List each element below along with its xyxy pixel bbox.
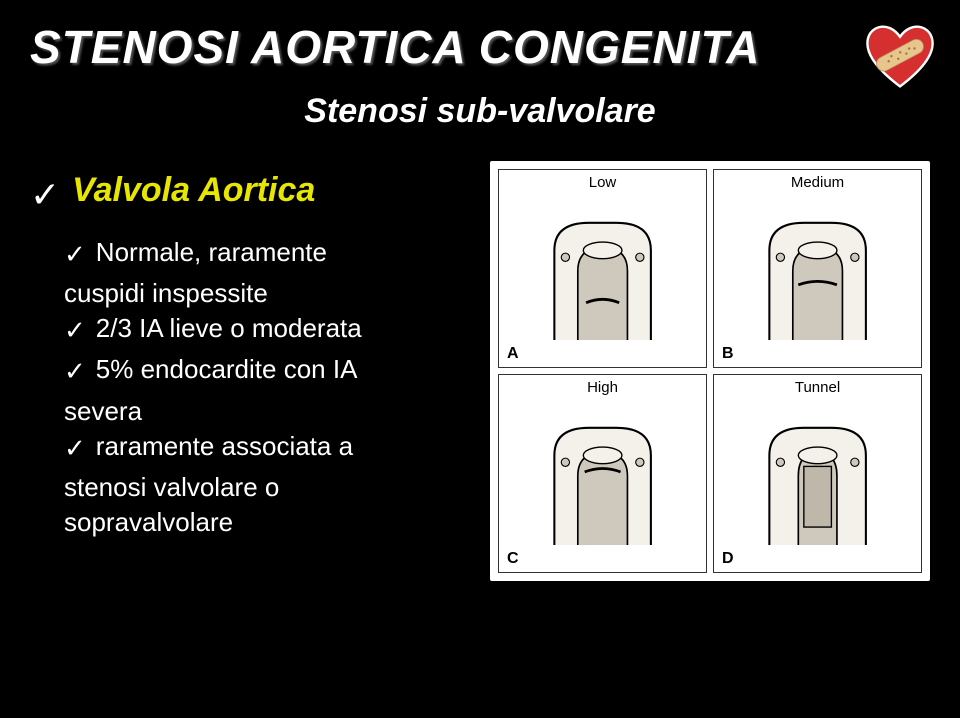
slide: STENOSI AORTICA CONGENITA Stenosi sub-va… <box>0 0 960 718</box>
main-bullet-label: Valvola Aortica <box>72 171 315 210</box>
slide-subtitle: Stenosi sub-valvolare <box>30 92 930 131</box>
check-icon: ✓ <box>64 239 86 270</box>
sub-bullet-text-cont: cuspidi inspessite <box>64 276 470 311</box>
text-column: ✓ Valvola Aortica ✓ Normale, raramente c… <box>30 161 470 540</box>
check-icon: ✓ <box>64 356 86 387</box>
heart-bandage-icon <box>860 16 940 96</box>
panel-top-label: Tunnel <box>795 379 840 396</box>
panel-bottom-label: B <box>722 345 734 363</box>
sub-bullet-text: Normale, raramente <box>96 235 327 270</box>
main-bullet: ✓ Valvola Aortica <box>30 171 470 213</box>
sub-bullet-text-cont: sopravalvolare <box>64 505 470 540</box>
sub-bullet-text-cont: stenosi valvolare o <box>64 470 470 505</box>
anatomical-drawing <box>740 209 895 347</box>
sub-bullet-text: raramente associata a <box>96 429 353 464</box>
sub-bullet: ✓ 2/3 IA lieve o moderata <box>64 311 470 346</box>
panel-bottom-label: A <box>507 345 519 363</box>
panel-bottom-label: D <box>722 550 734 568</box>
sub-bullet-text: 5% endocardite con IA <box>96 352 358 387</box>
sub-bullet: ✓ raramente associata a <box>64 429 470 464</box>
figure-panel-a: Low A <box>498 169 707 368</box>
content-row: ✓ Valvola Aortica ✓ Normale, raramente c… <box>30 161 930 581</box>
sub-bullet: ✓ Normale, raramente <box>64 235 470 270</box>
anatomical-drawing <box>740 414 895 552</box>
figure-panel-c: High C <box>498 374 707 573</box>
sub-bullet-text-cont: severa <box>64 394 470 429</box>
panel-top-label: Low <box>589 174 617 191</box>
slide-title: STENOSI AORTICA CONGENITA <box>30 20 930 74</box>
panel-top-label: Medium <box>791 174 844 191</box>
panel-top-label: High <box>587 379 618 396</box>
figure-grid: Low A Medium <box>490 161 930 581</box>
anatomical-drawing <box>525 209 680 347</box>
figure-panel-b: Medium B <box>713 169 922 368</box>
check-icon: ✓ <box>30 177 60 213</box>
figure-row: Low A Medium <box>498 169 922 368</box>
figure-row: High C Tunnel <box>498 374 922 573</box>
check-icon: ✓ <box>64 315 86 346</box>
anatomical-drawing <box>525 414 680 552</box>
sub-bullet-text: 2/3 IA lieve o moderata <box>96 311 362 346</box>
check-icon: ✓ <box>64 433 86 464</box>
sub-bullet-list: ✓ Normale, raramente cuspidi inspessite … <box>64 235 470 540</box>
panel-bottom-label: C <box>507 550 519 568</box>
figure-panel-d: Tunnel D <box>713 374 922 573</box>
sub-bullet: ✓ 5% endocardite con IA <box>64 352 470 387</box>
